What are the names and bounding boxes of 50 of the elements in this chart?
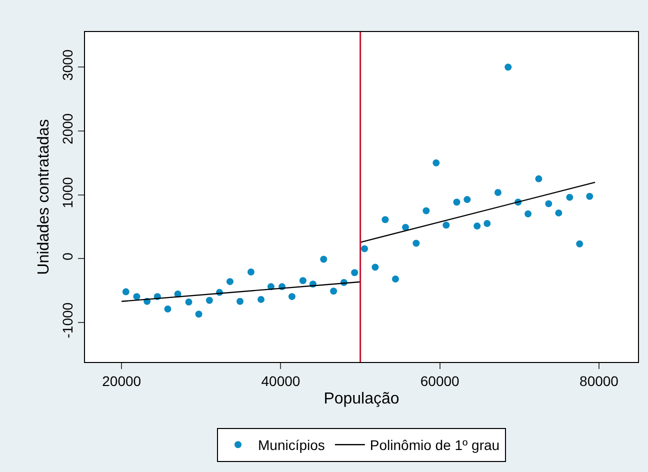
point — [226, 278, 234, 286]
point — [351, 269, 358, 276]
point — [361, 245, 368, 252]
point — [299, 277, 306, 284]
point — [412, 240, 420, 247]
point — [432, 159, 440, 166]
point — [122, 288, 130, 296]
y-tick-label: 0 — [59, 252, 76, 260]
point — [185, 298, 192, 306]
x-axis-title: População — [324, 390, 400, 408]
point — [133, 293, 140, 300]
point — [576, 240, 584, 248]
point — [247, 268, 254, 276]
point — [288, 293, 296, 300]
point — [524, 210, 532, 218]
point — [453, 198, 460, 206]
point — [494, 189, 502, 196]
point — [442, 222, 450, 229]
y-tick-label: -1000 — [59, 302, 76, 338]
point — [504, 64, 512, 71]
point — [392, 276, 399, 283]
point — [555, 209, 562, 216]
y-tick-label: 3000 — [59, 49, 76, 81]
point — [382, 216, 389, 224]
x-tick-label: 40000 — [261, 372, 300, 389]
y-axis-title: Unidades contratadas — [35, 119, 52, 275]
point — [474, 222, 481, 230]
y-tick-label: 2000 — [59, 113, 76, 144]
y-tick-label: 1000 — [59, 176, 76, 208]
x-tick-label: 60000 — [420, 372, 460, 389]
x-tick-label: 20000 — [102, 372, 142, 389]
point — [484, 220, 491, 227]
point — [535, 175, 542, 182]
point — [164, 306, 172, 313]
legend-label: Municípios — [258, 437, 325, 454]
legend-label: Polinômio de 1º grau — [370, 437, 500, 454]
point — [422, 207, 430, 214]
point — [372, 264, 379, 271]
point — [236, 298, 244, 305]
point — [586, 192, 594, 200]
point — [320, 256, 328, 263]
point — [206, 296, 213, 304]
x-tick-label: 80000 — [580, 372, 619, 389]
point — [195, 310, 202, 318]
point — [402, 224, 409, 231]
point — [464, 196, 471, 204]
point — [258, 296, 265, 303]
point — [330, 288, 338, 295]
point — [566, 194, 574, 201]
point — [545, 200, 552, 208]
